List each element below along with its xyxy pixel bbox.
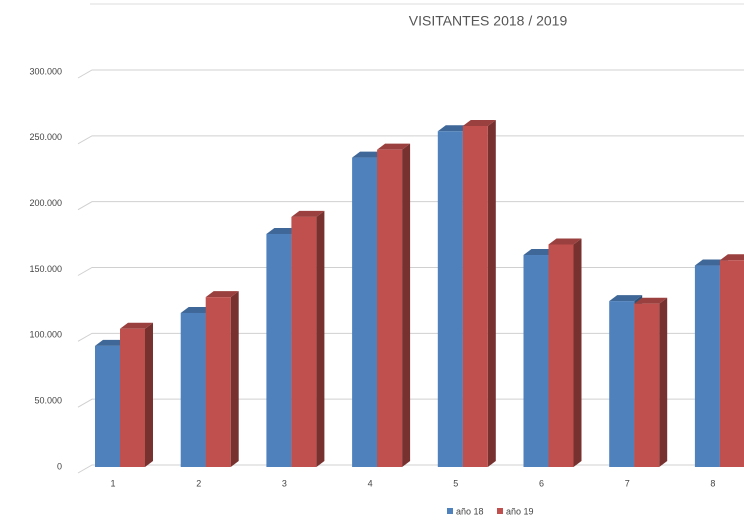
grid-line xyxy=(77,201,744,211)
bar-front xyxy=(437,131,463,467)
bar-top xyxy=(437,125,471,132)
bar-front xyxy=(352,157,378,468)
bar xyxy=(548,238,582,467)
bar xyxy=(377,143,411,467)
bar xyxy=(719,254,744,467)
x-tick-label: 3 xyxy=(282,478,287,488)
legend-label: año 18 xyxy=(456,506,484,516)
bar-side xyxy=(145,322,153,467)
y-tick-label: 100.000 xyxy=(29,330,62,340)
bar-front xyxy=(95,345,120,467)
bar-front xyxy=(120,328,145,467)
x-tick-label: 8 xyxy=(710,478,715,488)
bar-side xyxy=(230,291,239,467)
x-tick-label: 4 xyxy=(368,478,373,488)
bar xyxy=(205,291,239,467)
bar-top xyxy=(634,297,668,304)
bar-top xyxy=(291,210,325,217)
y-tick-label: 300.000 xyxy=(29,66,62,76)
bar-front xyxy=(266,233,292,467)
bar-front xyxy=(694,265,720,467)
bar-side xyxy=(573,238,582,467)
x-tick-label: 2 xyxy=(196,478,201,488)
bar-top xyxy=(523,249,557,256)
bar-top xyxy=(266,227,300,234)
bar xyxy=(291,210,325,468)
bar-front xyxy=(609,301,635,467)
grid-line xyxy=(77,135,744,145)
bar-top xyxy=(205,291,239,298)
bar-top xyxy=(462,119,496,126)
bar-top xyxy=(352,151,386,158)
legend-label: año 19 xyxy=(506,506,534,516)
bar-front xyxy=(180,312,206,467)
x-tick-label: 7 xyxy=(625,478,630,488)
legend-swatch xyxy=(497,508,503,514)
bar-front xyxy=(205,297,231,467)
bar xyxy=(120,322,153,467)
bar-front xyxy=(719,260,744,467)
bar-front xyxy=(523,255,549,467)
bar-top xyxy=(377,143,411,150)
bar-front xyxy=(377,149,403,467)
x-tick-label: 5 xyxy=(453,478,458,488)
bar-top xyxy=(719,254,744,261)
bar-top xyxy=(180,306,214,313)
bar-side xyxy=(487,119,496,467)
bar-top xyxy=(609,295,643,302)
y-tick-label: 200.000 xyxy=(29,198,62,208)
bar-side xyxy=(659,297,668,467)
y-tick-label: 0 xyxy=(57,461,62,471)
bar-side xyxy=(402,143,411,467)
bar-top xyxy=(548,238,582,245)
legend-swatch xyxy=(447,508,453,514)
grid-line xyxy=(77,69,744,79)
bar-side xyxy=(316,210,325,468)
bar-front xyxy=(462,125,488,467)
y-tick-label: 50.000 xyxy=(34,396,62,406)
x-tick-label: 6 xyxy=(539,478,544,488)
bar xyxy=(462,119,496,467)
x-tick-label: 1 xyxy=(110,478,115,488)
bar-front xyxy=(548,244,574,467)
y-tick-label: 250.000 xyxy=(29,132,62,142)
y-tick-label: 150.000 xyxy=(29,264,62,274)
bar xyxy=(634,297,668,467)
bar-front xyxy=(634,303,660,467)
chart-title: VISITANTES 2018 / 2019 xyxy=(409,13,568,29)
bar-top xyxy=(120,322,153,329)
bar-top xyxy=(694,259,728,266)
bar-front xyxy=(291,216,317,467)
bar-top xyxy=(95,339,128,346)
